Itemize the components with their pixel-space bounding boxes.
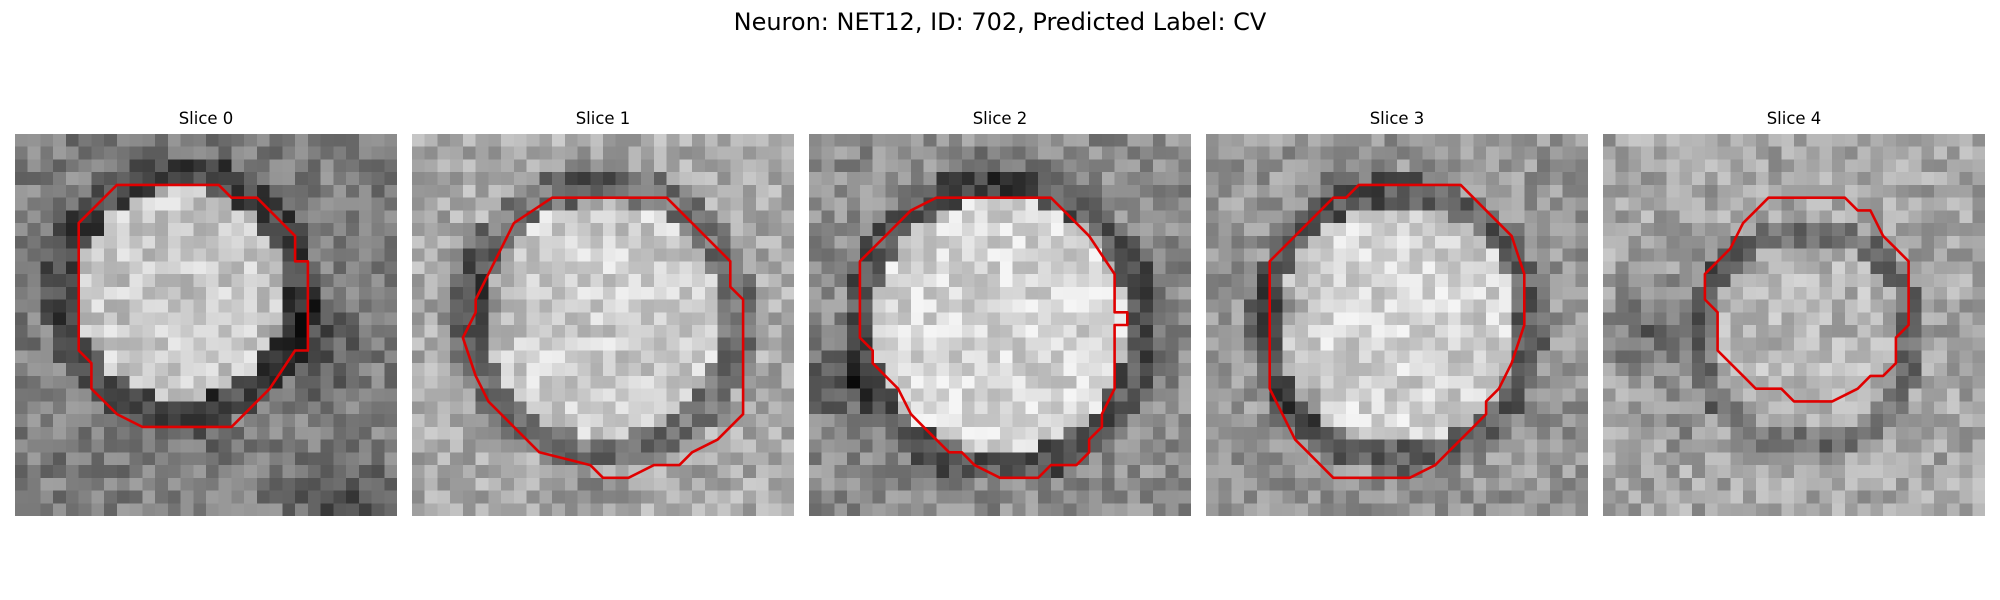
- slice-3-pixels: [1206, 134, 1588, 516]
- slice-1-image: [412, 134, 794, 516]
- slice-0-svg: [15, 134, 397, 516]
- slice-2-pixels: [809, 134, 1191, 516]
- slice-0-pixels: [15, 134, 397, 516]
- slice-3-title: Slice 3: [1369, 109, 1425, 128]
- slice-2-svg: [809, 134, 1191, 516]
- slice-1-pixels: [412, 134, 794, 516]
- slice-4-image: [1603, 134, 1985, 516]
- slice-3-svg: [1206, 134, 1588, 516]
- slice-2-title: Slice 2: [972, 109, 1028, 128]
- slice-3-contour: [1268, 183, 1526, 480]
- slice-0-contour: [77, 183, 310, 429]
- slice-4-pixels: [1603, 134, 1985, 516]
- slice-0-image: [15, 134, 397, 516]
- slice-0-title: Slice 0: [178, 109, 234, 128]
- slice-2-contour: [858, 196, 1129, 480]
- slice-4-svg: [1603, 134, 1985, 516]
- slice-4-title: Slice 4: [1766, 109, 1822, 128]
- slice-1-title: Slice 1: [575, 109, 631, 128]
- slice-1-svg: [412, 134, 794, 516]
- slice-1-contour: [461, 196, 745, 480]
- slice-4-contour: [1703, 196, 1910, 403]
- slice-3-image: [1206, 134, 1588, 516]
- figure-title: Neuron: NET12, ID: 702, Predicted Label:…: [733, 8, 1267, 36]
- slice-2-image: [809, 134, 1191, 516]
